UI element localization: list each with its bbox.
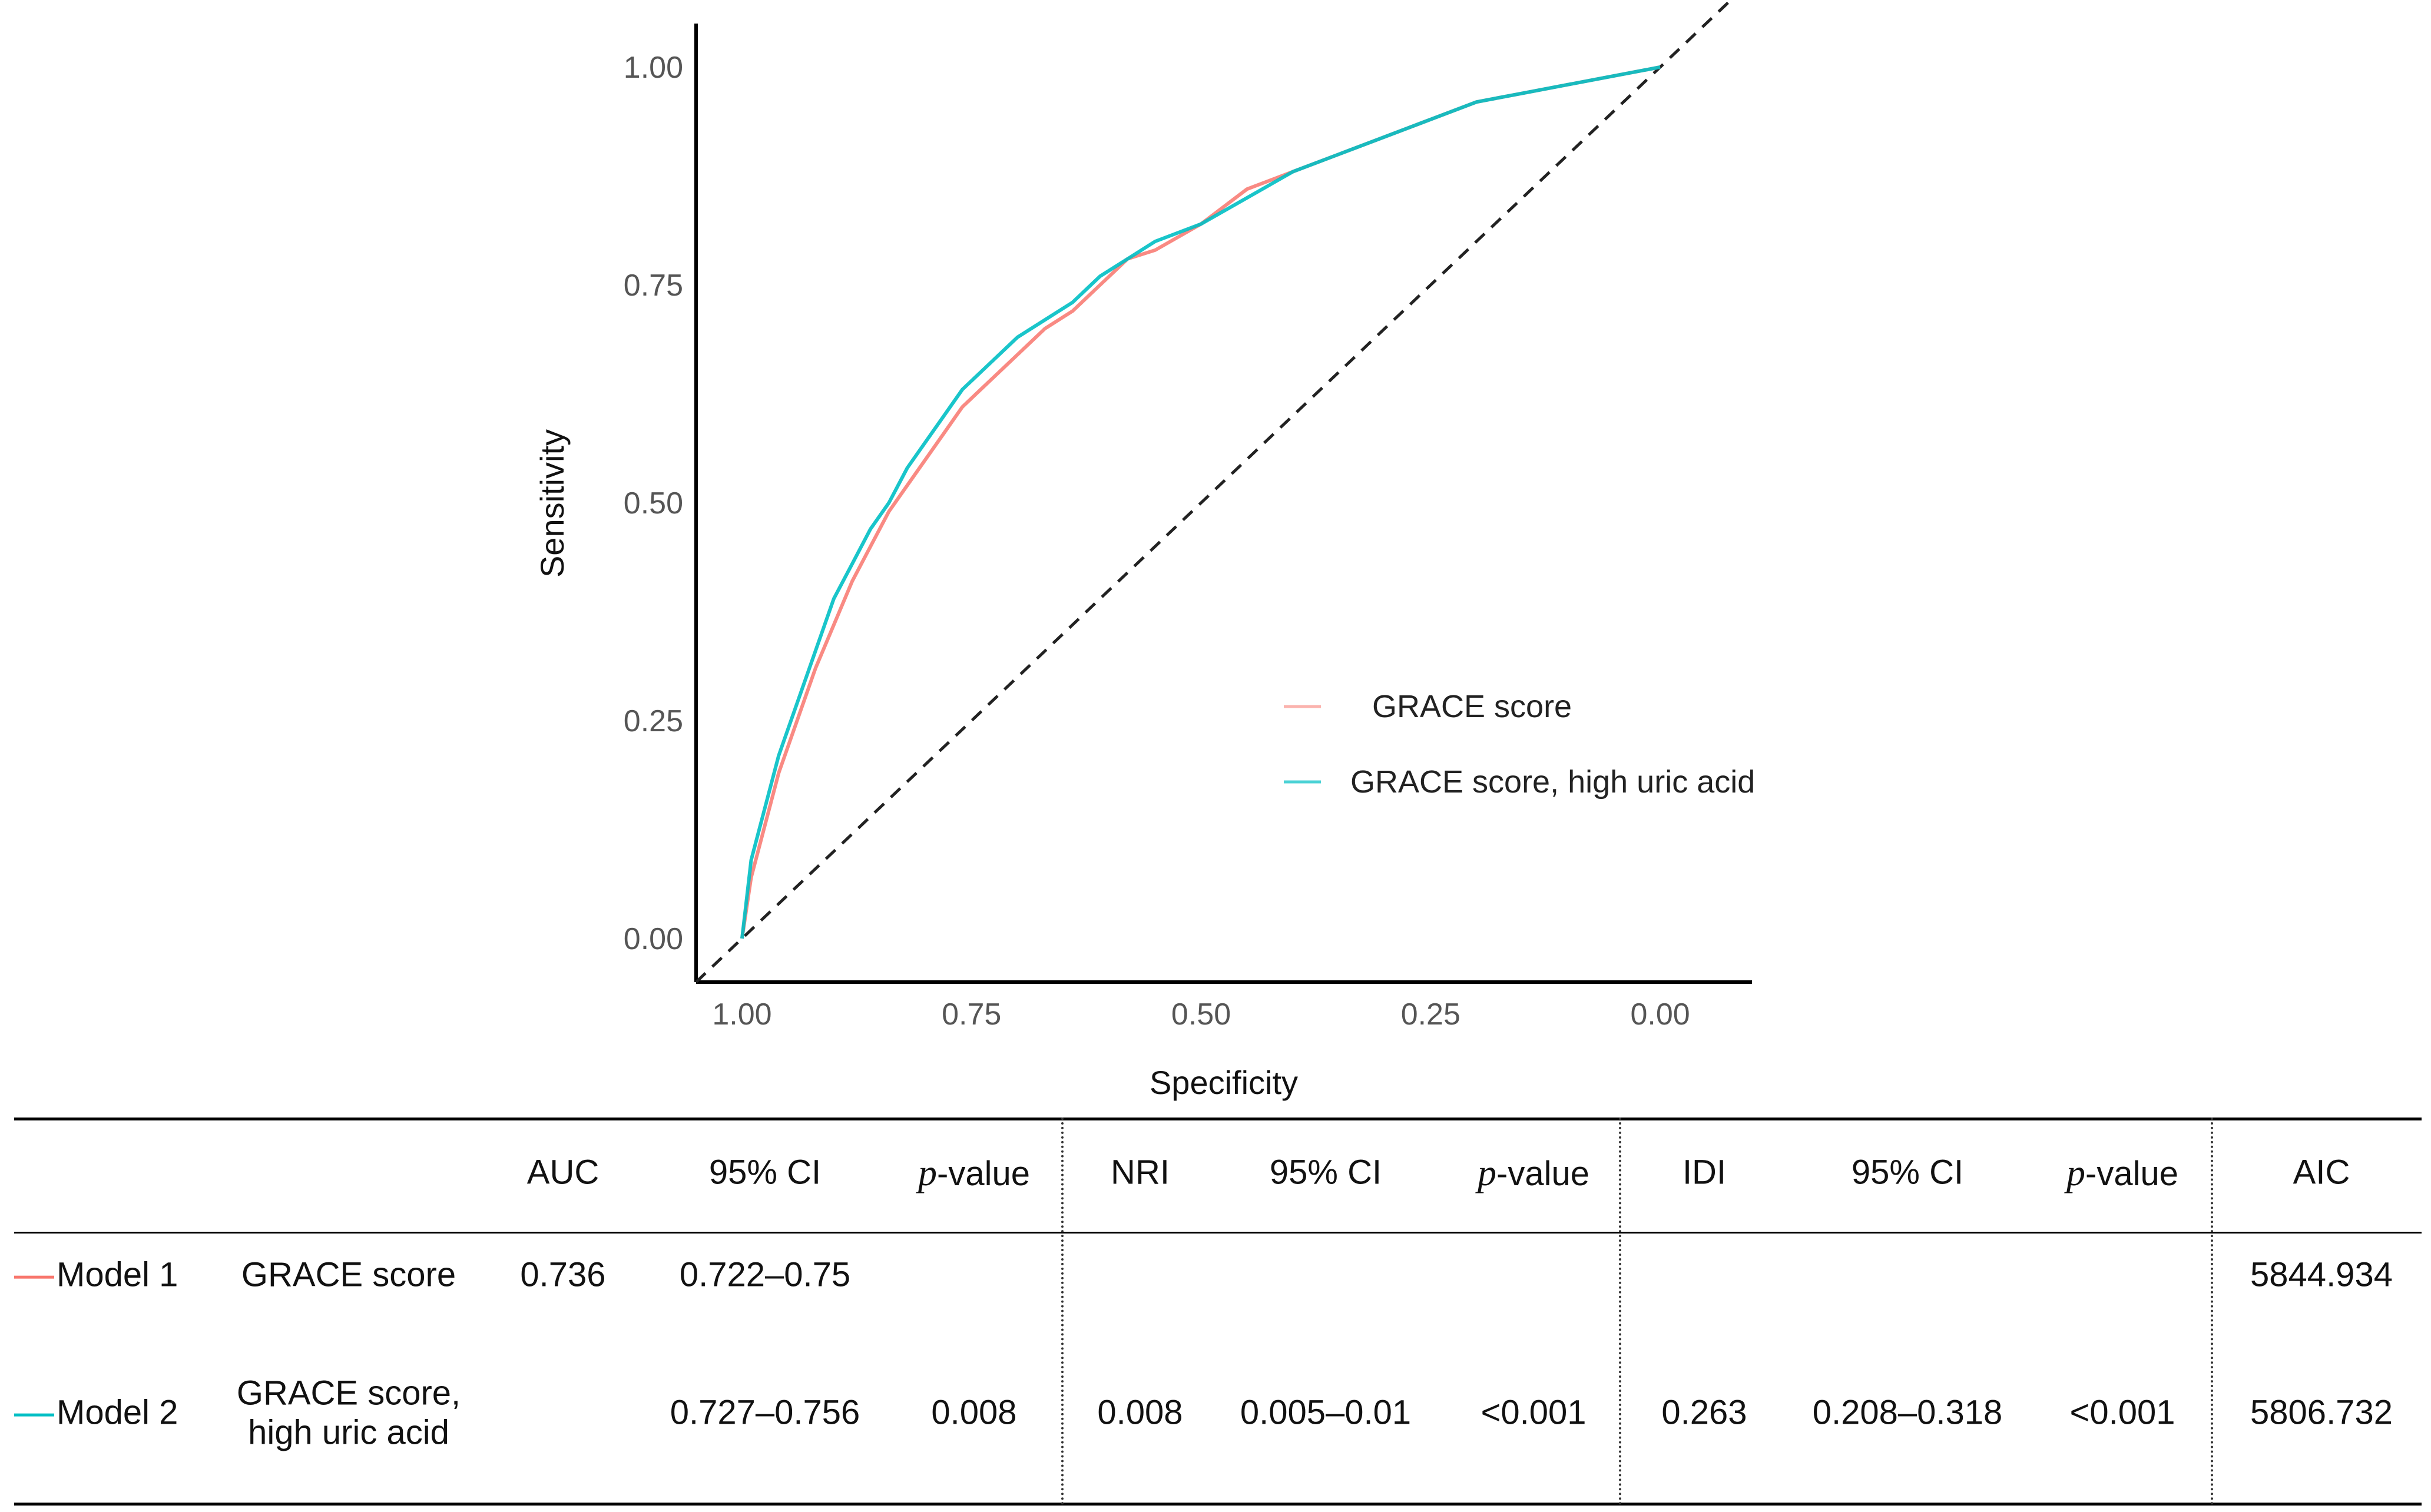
legend: GRACE score GRACE score, high uric acid <box>1284 689 1755 800</box>
row-model-2-name: Model 2 <box>14 1394 178 1433</box>
y-tick-label: 0.00 <box>624 922 683 956</box>
x-axis-title: Specificity <box>1150 1064 1298 1101</box>
row-model-2-label: GRACE score, high uric acid <box>236 1374 461 1451</box>
row-model-2-nri-p-value: <0.001 <box>1481 1393 1587 1432</box>
x-tick-label: 0.25 <box>1401 997 1460 1032</box>
header-idi-p-value: p-value <box>2066 1152 2178 1194</box>
column-separator <box>2211 1118 2213 1505</box>
row-model-2-idi-ci: 0.208–0.318 <box>1812 1393 2003 1432</box>
legend-label-grace-high-uric-acid: GRACE score, high uric acid <box>1350 764 1755 800</box>
header-auc-ci: 95% CI <box>708 1153 822 1192</box>
column-separator <box>1619 1118 1621 1505</box>
header-nri-p-value: p-value <box>1478 1152 1589 1194</box>
table-bottom-rule <box>14 1503 2422 1506</box>
x-tick-label: 0.50 <box>1171 997 1231 1032</box>
model-2-line-swatch <box>14 1413 54 1417</box>
row-model-2-auc-p-value: 0.008 <box>931 1393 1017 1432</box>
row-model-1-auc: 0.736 <box>520 1255 606 1294</box>
header-idi: IDI <box>1682 1153 1727 1192</box>
x-tick-label: 1.00 <box>712 997 771 1032</box>
row-model-1-name: Model 1 <box>14 1256 178 1295</box>
row-model-2-aic: 5806.732 <box>2250 1393 2393 1432</box>
table-header-rule <box>14 1232 2422 1234</box>
header-idi-ci: 95% CI <box>1851 1153 1964 1192</box>
roc-curve-grace-high-uric-acid <box>740 65 1661 939</box>
header-auc-p-value: p-value <box>918 1152 1030 1194</box>
row-model-1-label: GRACE score <box>241 1255 456 1294</box>
row-model-2-nri: 0.008 <box>1097 1393 1183 1432</box>
row-model-1-auc-ci: 0.722–0.75 <box>679 1255 851 1294</box>
reference-diagonal-line <box>695 0 1733 983</box>
column-separator <box>1061 1118 1064 1505</box>
table-top-rule <box>14 1118 2422 1120</box>
header-nri-ci: 95% CI <box>1269 1153 1382 1192</box>
y-tick-label: 1.00 <box>624 51 683 85</box>
y-tick-label: 0.50 <box>624 486 683 520</box>
y-axis-title: Sensitivity <box>534 429 571 578</box>
roc-chart: 0.00 0.25 0.50 0.75 1.00 1.00 0.75 0.50 0.25 0.0… <box>534 0 1755 1101</box>
legend-label-grace-score: GRACE score <box>1372 689 1572 724</box>
y-tick-label: 0.75 <box>624 268 683 303</box>
row-model-2-idi: 0.263 <box>1661 1393 1747 1432</box>
statistics-table: AUC 95% CI p-value NRI 95% CI p-value ID… <box>14 1118 2422 1506</box>
x-tick-label: 0.75 <box>942 997 1001 1032</box>
header-nri: NRI <box>1111 1153 1170 1192</box>
header-auc: AUC <box>526 1153 600 1192</box>
row-model-2-idi-p-value: <0.001 <box>2069 1393 2175 1432</box>
model-1-line-swatch <box>14 1275 54 1279</box>
y-tick-label: 0.25 <box>624 704 683 738</box>
header-aic: AIC <box>2293 1153 2350 1192</box>
x-tick-label: 0.00 <box>1630 997 1690 1032</box>
row-model-1-aic: 5844.934 <box>2250 1255 2393 1294</box>
row-model-2-auc-ci: 0.727–0.756 <box>670 1393 860 1432</box>
row-model-2-nri-ci: 0.005–0.01 <box>1240 1393 1412 1432</box>
